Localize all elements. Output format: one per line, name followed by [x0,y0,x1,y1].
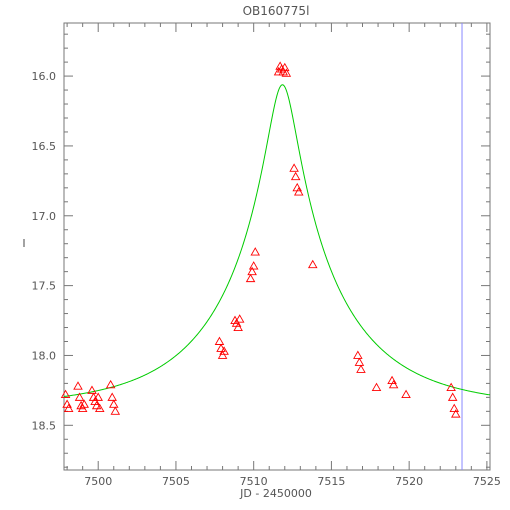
y-tick-label: 16.0 [32,70,57,83]
y-tick-label: 16.5 [32,140,57,153]
data-point [289,163,299,172]
data-point [446,382,456,392]
data-point [73,381,83,390]
data-point [371,382,382,392]
x-tick-label: 7520 [395,475,423,488]
data-points [60,61,461,418]
data-point [281,68,292,77]
data-point [388,379,399,389]
data-point [217,350,228,359]
y-tick-label: 18.5 [32,419,57,432]
data-point [449,403,460,412]
x-axis-label: JD - 2450000 [239,487,312,500]
y-tick-label: 17.5 [32,280,57,293]
chart-title: OB160775l [243,4,310,18]
x-tick-label: 7515 [317,475,345,488]
y-tick-label: 17.0 [32,210,57,223]
model-curve [63,84,491,397]
data-point [107,392,117,401]
data-point [247,266,257,276]
data-point [105,379,116,389]
data-point [356,364,366,373]
data-point [273,66,284,76]
data-point [279,62,290,72]
data-point [234,314,245,323]
x-tick-label: 7500 [84,475,112,488]
data-point [74,392,85,401]
data-point [93,392,103,401]
data-point [63,403,74,412]
data-point [293,187,304,196]
x-tick-label: 7510 [240,475,268,488]
data-point [91,400,102,410]
x-tick-label: 7505 [162,475,190,488]
data-point [248,261,259,270]
data-point [216,343,226,352]
plot-frame [63,22,491,471]
data-point [110,406,121,415]
data-point [60,389,71,399]
data-point [87,385,97,394]
data-point [307,259,318,269]
data-point [94,403,105,412]
data-point [401,389,411,399]
y-axis-label: I [22,237,25,250]
x-axis: 7500 7505 7510 7515 7520 7525 [66,23,501,488]
data-point [290,171,301,181]
data-point [214,336,225,345]
y-tick-label: 18.0 [32,349,57,362]
data-point [245,273,256,283]
data-point [451,409,461,418]
data-point [79,399,89,408]
data-point [447,392,458,401]
x-tick-label: 7525 [473,475,501,488]
data-point [250,247,261,256]
data-point [233,322,243,331]
data-point [219,346,229,355]
data-point [353,350,363,359]
data-point [77,403,88,412]
data-point [354,357,365,366]
y-axis: 16.0 16.5 17.0 17.5 18.0 18.5 [32,33,490,468]
data-point [108,399,119,408]
